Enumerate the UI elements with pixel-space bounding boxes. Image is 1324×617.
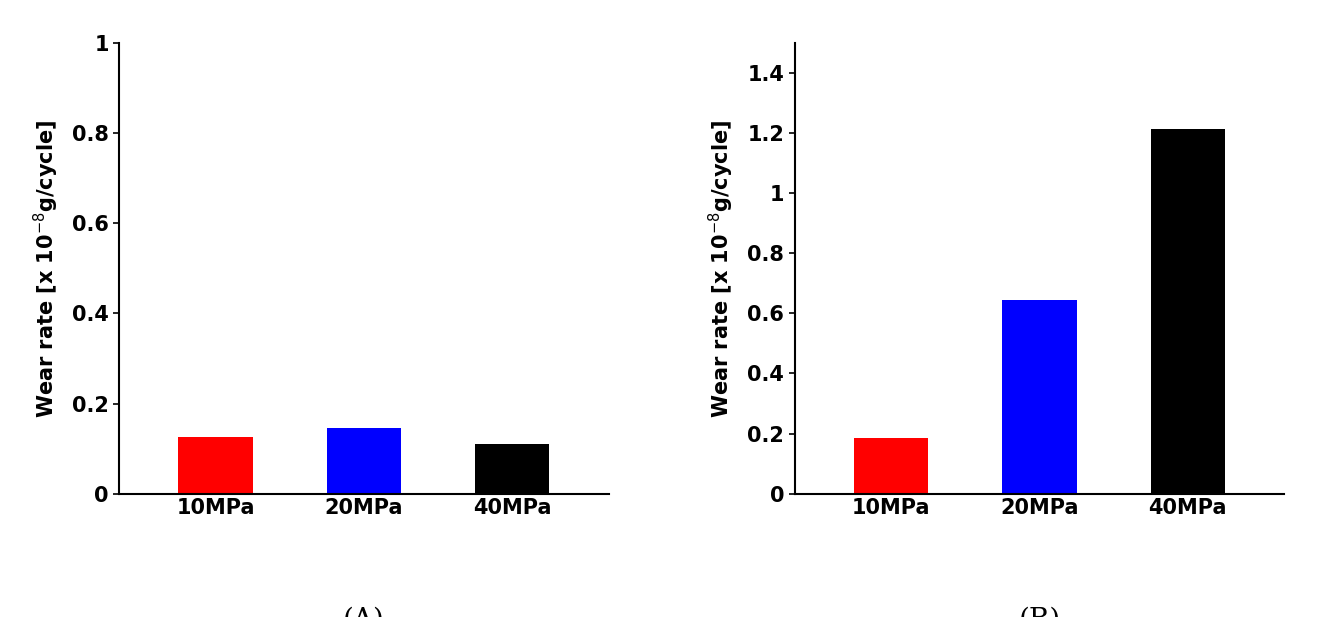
Y-axis label: Wear rate [x 10$^{-8}$g/cycle]: Wear rate [x 10$^{-8}$g/cycle] <box>32 119 61 418</box>
Y-axis label: Wear rate [x 10$^{-8}$g/cycle]: Wear rate [x 10$^{-8}$g/cycle] <box>707 119 736 418</box>
Bar <box>327 428 401 494</box>
Bar <box>179 437 253 494</box>
Text: (A): (A) <box>343 606 385 617</box>
Bar <box>1002 300 1076 494</box>
Bar <box>475 444 549 494</box>
Bar <box>1151 129 1225 494</box>
Bar <box>854 438 928 494</box>
Text: (B): (B) <box>1018 606 1061 617</box>
